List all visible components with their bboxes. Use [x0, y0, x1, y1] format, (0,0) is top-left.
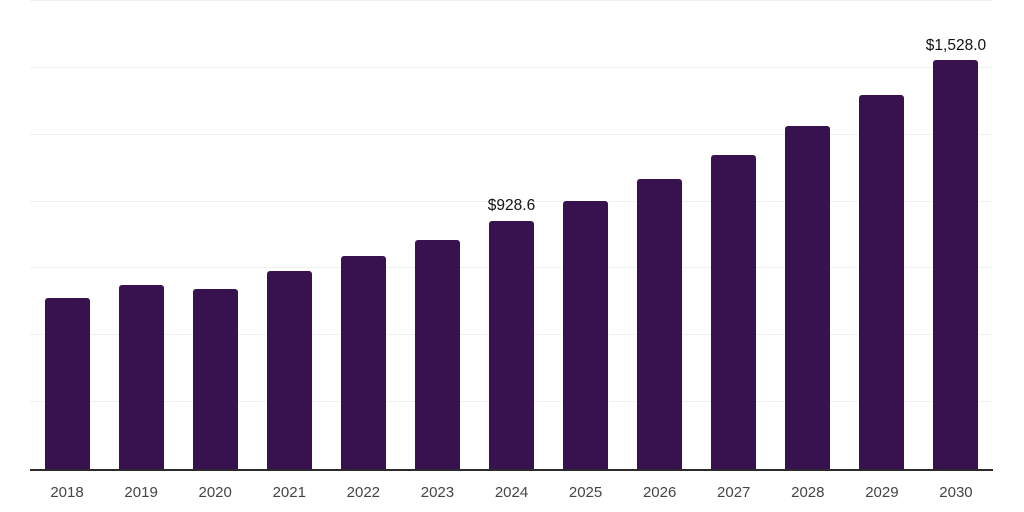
plot-area: $928.6 $1,528.0 [30, 0, 993, 469]
x-tick-label-2019: 2019 [124, 484, 158, 501]
bar-2030 [933, 60, 979, 469]
x-tick-label-2025: 2025 [568, 484, 603, 501]
x-tick-label-2026: 2026 [642, 484, 677, 501]
gridline-1000 [30, 200, 993, 202]
x-tick-label-2027: 2027 [717, 484, 751, 501]
x-tick-label-2020: 2020 [198, 484, 232, 501]
bar-2026 [637, 179, 683, 469]
bar-2024 [489, 220, 534, 469]
bar-2022 [340, 256, 386, 469]
gridline-1750 [30, 0, 993, 1]
x-tick-label-2024: 2024 [494, 484, 529, 501]
bar-2025 [563, 200, 609, 469]
x-tick-label-2022: 2022 [346, 484, 381, 501]
bar-2019 [118, 284, 164, 469]
bar-2027 [711, 154, 757, 469]
bar-2029 [859, 94, 905, 469]
x-tick-label-2021: 2021 [272, 484, 306, 501]
bar-value-label-2024: $928.6 [487, 197, 536, 215]
gridline-1250 [30, 133, 993, 135]
x-tick-label-2028: 2028 [791, 484, 825, 501]
bar-2020 [192, 288, 238, 469]
x-axis-line [30, 469, 993, 471]
x-tick-label-2018: 2018 [50, 484, 84, 501]
bar-2021 [266, 271, 312, 469]
gridline-1500 [30, 66, 993, 68]
bar-value-label-2030: $1,528.0 [925, 36, 987, 54]
bar-2018 [44, 298, 90, 469]
bar-2028 [785, 126, 831, 469]
x-tick-label-2023: 2023 [420, 484, 455, 501]
bar-2023 [414, 239, 460, 469]
x-tick-label-2030: 2030 [939, 484, 973, 501]
x-tick-label-2029: 2029 [865, 484, 899, 501]
